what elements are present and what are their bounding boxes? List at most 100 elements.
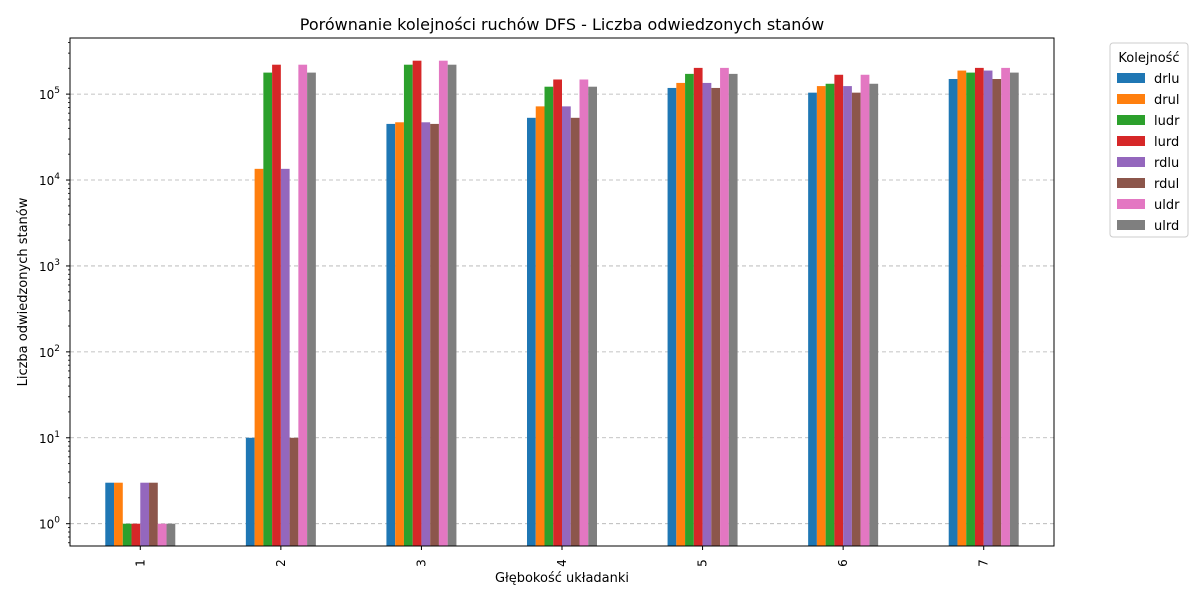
x-tick-label: 2 [274, 559, 288, 567]
bar-uldr-4 [579, 79, 589, 546]
y-tick-base: 10 [39, 174, 54, 188]
y-tick-exponent: 4 [54, 172, 60, 182]
bar-lurd-2 [272, 64, 281, 546]
bar-drlu-5 [667, 87, 677, 546]
y-tick-base: 10 [39, 88, 54, 102]
legend-label-rdlu: rdlu [1154, 156, 1179, 171]
bar-rdlu-2 [280, 168, 290, 547]
bar-ludr-7 [966, 72, 975, 547]
y-tick-base: 10 [39, 346, 54, 360]
x-tick-label: 6 [836, 559, 850, 567]
bar-ludr-4 [544, 86, 554, 546]
x-tick-label: 1 [133, 559, 147, 567]
bar-rdul-1 [149, 482, 158, 546]
bar-uldr-3 [438, 60, 448, 547]
legend-label-drul: drul [1154, 93, 1179, 108]
y-tick-exponent: 1 [54, 430, 60, 440]
y-tick-exponent: 2 [54, 344, 60, 354]
x-tick-label: 5 [696, 559, 710, 567]
legend-swatch-drlu [1117, 73, 1145, 83]
bar-ulrd-4 [588, 86, 597, 546]
bar-ulrd-3 [447, 64, 457, 546]
bar-uldr-7 [1001, 67, 1010, 546]
legend-label-lurd: lurd [1154, 135, 1179, 150]
bar-drul-6 [816, 86, 826, 547]
bar-uldr-1 [157, 523, 167, 546]
bar-lurd-5 [693, 67, 703, 546]
bar-rdul-3 [430, 123, 439, 546]
legend-swatch-ludr [1117, 115, 1145, 125]
y-tick-label: 102 [39, 344, 60, 360]
bar-ludr-2 [263, 72, 273, 547]
bar-lurd-4 [553, 79, 562, 546]
legend-swatch-drul [1117, 94, 1145, 104]
bar-uldr-5 [720, 67, 729, 546]
legend-label-ulrd: ulrd [1154, 219, 1179, 234]
bar-ludr-6 [825, 83, 835, 547]
bar-drlu-6 [808, 92, 817, 546]
legend: Kolejność drlu drul ludr lurd rdlu rdul uldr ul… [1109, 42, 1189, 238]
y-tick-label: 101 [39, 430, 60, 446]
bar-lurd-6 [834, 74, 844, 546]
legend-label-rdul: rdul [1154, 177, 1179, 192]
y-tick-exponent: 5 [54, 86, 60, 96]
bar-rdul-5 [711, 87, 721, 546]
bar-drul-5 [676, 82, 686, 546]
bar-rdlu-3 [421, 122, 431, 546]
bar-drlu-2 [245, 437, 255, 546]
y-tick-base: 10 [39, 432, 54, 446]
bar-rdul-7 [992, 78, 1002, 546]
bar-ulrd-6 [869, 83, 879, 547]
y-tick-label: 100 [39, 516, 60, 532]
bar-rdlu-4 [562, 106, 571, 547]
bar-drul-2 [254, 168, 264, 547]
legend-swatch-lurd [1117, 136, 1145, 146]
bar-lurd-1 [131, 523, 141, 546]
bar-rdul-4 [570, 117, 580, 546]
bar-rdlu-7 [983, 70, 993, 547]
bar-ulrd-1 [166, 523, 176, 546]
bar-ludr-3 [403, 64, 413, 546]
bar-ludr-5 [685, 73, 694, 547]
legend-box [1109, 42, 1189, 238]
bar-rdlu-1 [140, 482, 150, 546]
y-tick-label: 105 [39, 86, 60, 102]
bar-drlu-3 [386, 123, 396, 546]
bar-ludr-1 [122, 523, 132, 546]
legend-label-drlu: drlu [1154, 72, 1179, 87]
y-axis-label: Liczba odwiedzonych stanów [16, 197, 31, 386]
bar-ulrd-5 [728, 73, 738, 547]
bar-lurd-3 [412, 60, 422, 547]
bar-drul-3 [395, 122, 404, 546]
x-tick-label: 7 [977, 559, 991, 567]
bar-rdul-6 [851, 92, 861, 546]
y-tick-exponent: 0 [54, 516, 60, 526]
bar-drul-7 [957, 70, 967, 547]
bar-drlu-4 [527, 117, 536, 546]
legend-label-ludr: ludr [1154, 114, 1180, 129]
bar-drul-4 [535, 106, 545, 547]
chart-title: Porównanie kolejności ruchów DFS - Liczb… [300, 15, 825, 34]
y-tick-label: 103 [39, 258, 60, 274]
bar-rdlu-5 [702, 82, 712, 546]
y-tick-label: 104 [39, 172, 60, 188]
y-tick-base: 10 [39, 260, 54, 274]
bar-ulrd-7 [1009, 72, 1019, 547]
legend-label-uldr: uldr [1154, 198, 1180, 213]
legend-title: Kolejność [1118, 51, 1179, 66]
x-tick-label: 4 [555, 559, 569, 567]
bars [105, 60, 1019, 547]
bar-rdlu-6 [843, 86, 852, 547]
x-tick-label: 3 [414, 559, 428, 567]
y-tick-base: 10 [39, 518, 54, 532]
bar-ulrd-2 [307, 72, 316, 547]
bar-lurd-7 [974, 67, 984, 546]
x-axis-label: Głębokość układanki [495, 571, 629, 586]
bar-drlu-1 [105, 482, 115, 546]
bar-drlu-7 [948, 78, 958, 546]
legend-swatch-rdlu [1117, 157, 1145, 167]
y-tick-exponent: 3 [54, 258, 60, 268]
legend-swatch-ulrd [1117, 220, 1145, 230]
